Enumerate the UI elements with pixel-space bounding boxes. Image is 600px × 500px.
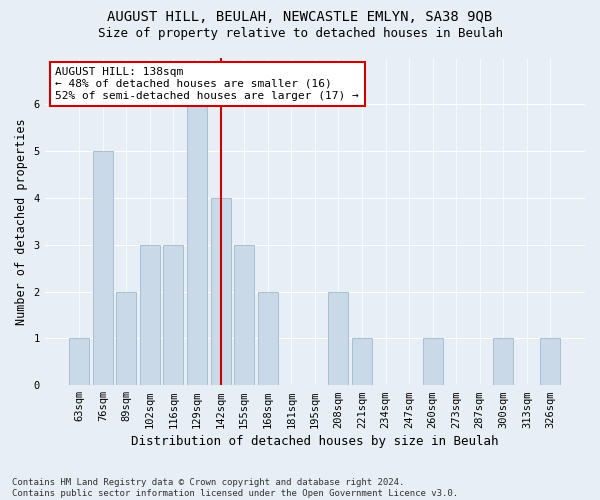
Bar: [140, 245, 160, 385]
Bar: [234, 245, 254, 385]
Y-axis label: Number of detached properties: Number of detached properties: [15, 118, 28, 324]
Bar: [93, 151, 113, 385]
Bar: [258, 292, 278, 385]
Bar: [422, 338, 443, 385]
Bar: [352, 338, 372, 385]
Text: AUGUST HILL, BEULAH, NEWCASTLE EMLYN, SA38 9QB: AUGUST HILL, BEULAH, NEWCASTLE EMLYN, SA…: [107, 10, 493, 24]
Bar: [163, 245, 184, 385]
Text: Size of property relative to detached houses in Beulah: Size of property relative to detached ho…: [97, 28, 503, 40]
Text: AUGUST HILL: 138sqm
← 48% of detached houses are smaller (16)
52% of semi-detach: AUGUST HILL: 138sqm ← 48% of detached ho…: [55, 68, 359, 100]
Bar: [187, 104, 207, 385]
Bar: [328, 292, 349, 385]
Text: Contains HM Land Registry data © Crown copyright and database right 2024.
Contai: Contains HM Land Registry data © Crown c…: [12, 478, 458, 498]
Bar: [116, 292, 136, 385]
Bar: [69, 338, 89, 385]
X-axis label: Distribution of detached houses by size in Beulah: Distribution of detached houses by size …: [131, 434, 499, 448]
Bar: [493, 338, 514, 385]
Bar: [211, 198, 230, 385]
Bar: [541, 338, 560, 385]
